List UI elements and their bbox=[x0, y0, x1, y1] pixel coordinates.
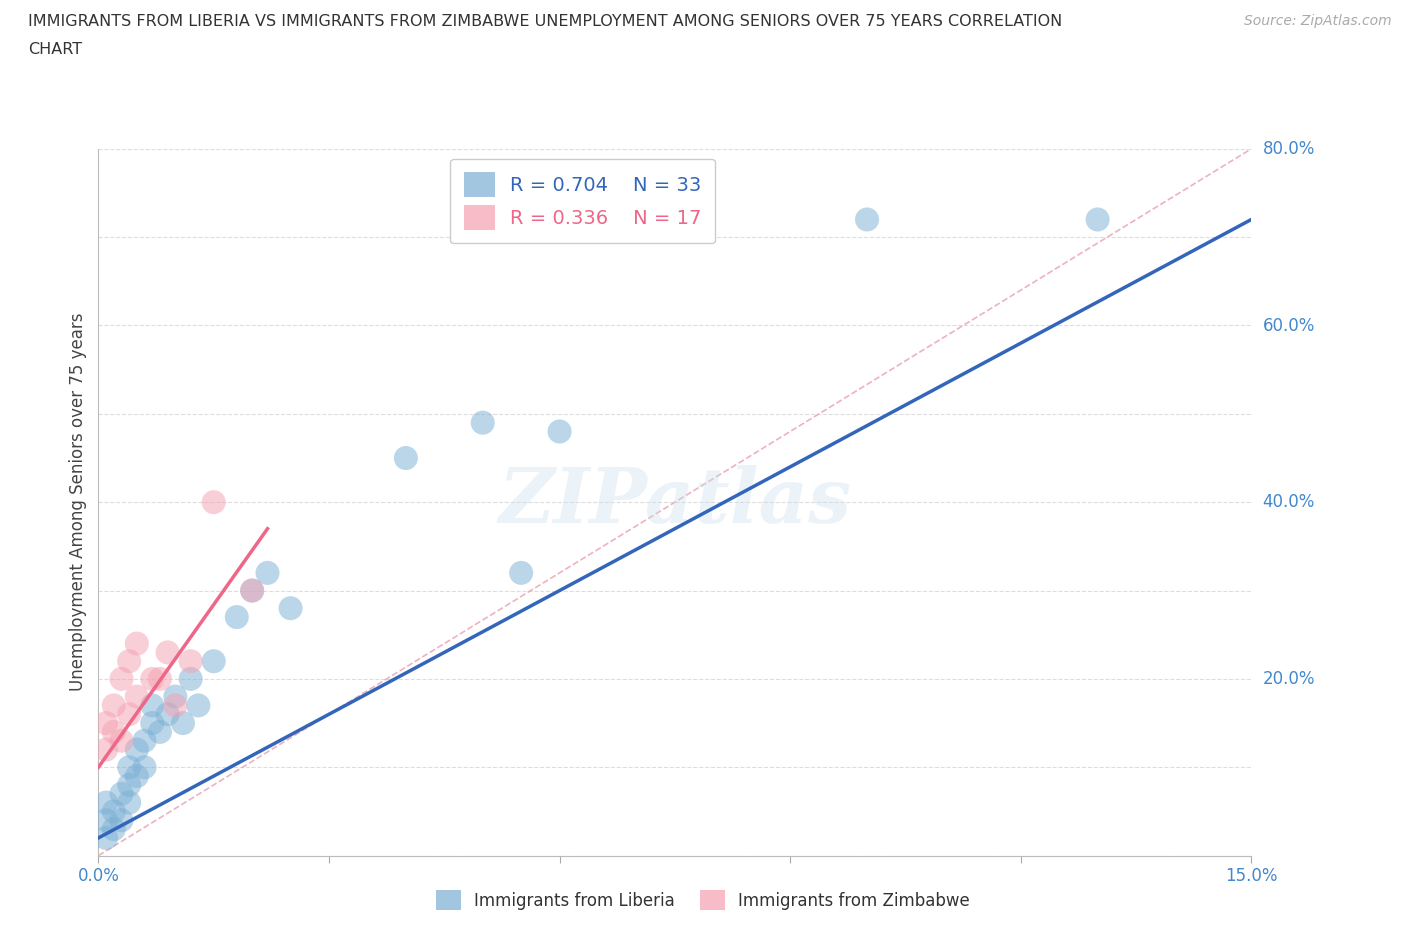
Point bbox=[548, 424, 571, 439]
Point bbox=[103, 822, 125, 837]
Point bbox=[134, 760, 156, 775]
Point bbox=[134, 733, 156, 748]
Point bbox=[471, 415, 494, 430]
Point bbox=[103, 698, 125, 712]
Point bbox=[141, 671, 163, 686]
Point bbox=[149, 724, 172, 739]
Point bbox=[110, 813, 132, 828]
Point bbox=[125, 689, 148, 704]
Point bbox=[94, 716, 117, 731]
Point bbox=[187, 698, 209, 712]
Point bbox=[180, 671, 202, 686]
Y-axis label: Unemployment Among Seniors over 75 years: Unemployment Among Seniors over 75 years bbox=[69, 313, 87, 691]
Point bbox=[156, 707, 179, 722]
Point bbox=[94, 813, 117, 828]
Point bbox=[118, 654, 141, 669]
Point bbox=[94, 830, 117, 845]
Text: 60.0%: 60.0% bbox=[1263, 316, 1315, 335]
Point bbox=[165, 689, 187, 704]
Point bbox=[280, 601, 302, 616]
Point bbox=[125, 742, 148, 757]
Point bbox=[110, 671, 132, 686]
Text: 80.0%: 80.0% bbox=[1263, 140, 1315, 158]
Point bbox=[202, 495, 225, 510]
Text: 20.0%: 20.0% bbox=[1263, 670, 1315, 688]
Text: 40.0%: 40.0% bbox=[1263, 493, 1315, 512]
Point bbox=[118, 795, 141, 810]
Point bbox=[94, 742, 117, 757]
Point bbox=[103, 804, 125, 819]
Point bbox=[125, 636, 148, 651]
Legend: R = 0.704    N = 33, R = 0.336    N = 17: R = 0.704 N = 33, R = 0.336 N = 17 bbox=[450, 158, 716, 244]
Point bbox=[118, 760, 141, 775]
Point bbox=[125, 768, 148, 783]
Legend: Immigrants from Liberia, Immigrants from Zimbabwe: Immigrants from Liberia, Immigrants from… bbox=[429, 884, 977, 917]
Point bbox=[395, 451, 418, 466]
Point bbox=[141, 716, 163, 731]
Point bbox=[141, 698, 163, 712]
Point bbox=[165, 698, 187, 712]
Point bbox=[118, 707, 141, 722]
Point bbox=[256, 565, 278, 580]
Point bbox=[225, 610, 247, 625]
Text: IMMIGRANTS FROM LIBERIA VS IMMIGRANTS FROM ZIMBABWE UNEMPLOYMENT AMONG SENIORS O: IMMIGRANTS FROM LIBERIA VS IMMIGRANTS FR… bbox=[28, 14, 1063, 29]
Point bbox=[240, 583, 263, 598]
Point bbox=[240, 583, 263, 598]
Point bbox=[1087, 212, 1109, 227]
Point bbox=[180, 654, 202, 669]
Text: CHART: CHART bbox=[28, 42, 82, 57]
Point bbox=[103, 724, 125, 739]
Point bbox=[110, 787, 132, 802]
Text: Source: ZipAtlas.com: Source: ZipAtlas.com bbox=[1244, 14, 1392, 28]
Point bbox=[156, 645, 179, 660]
Point bbox=[202, 654, 225, 669]
Point bbox=[110, 733, 132, 748]
Point bbox=[149, 671, 172, 686]
Point bbox=[510, 565, 533, 580]
Point bbox=[172, 716, 194, 731]
Point bbox=[118, 777, 141, 792]
Point bbox=[856, 212, 879, 227]
Point bbox=[94, 795, 117, 810]
Text: ZIPatlas: ZIPatlas bbox=[498, 465, 852, 539]
